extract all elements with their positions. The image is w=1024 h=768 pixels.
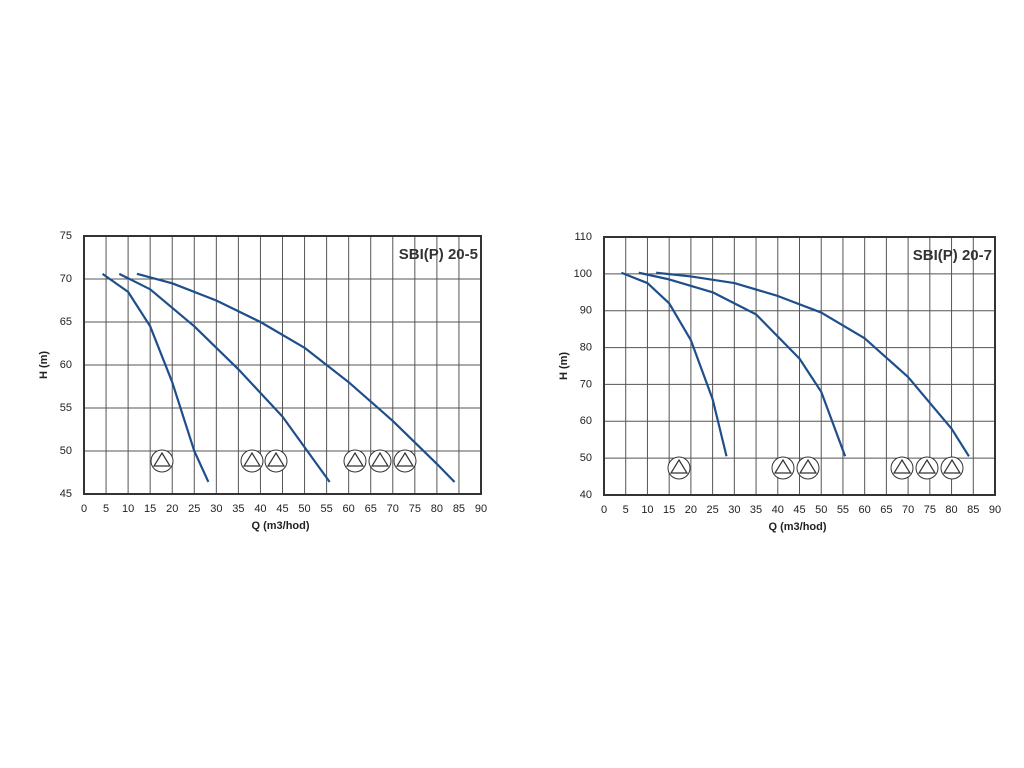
x-tick-label: 5 — [103, 503, 109, 515]
x-tick-label: 55 — [837, 504, 849, 516]
x-tick-label: 60 — [859, 504, 871, 516]
y-tick-label: 50 — [60, 445, 72, 457]
x-tick-label: 30 — [728, 504, 740, 516]
x-tick-label: 0 — [601, 504, 607, 516]
y-tick-label: 40 — [580, 489, 592, 501]
x-tick-label: 15 — [663, 504, 675, 516]
y-tick-label: 60 — [580, 415, 592, 427]
x-tick-label: 90 — [989, 504, 1001, 516]
x-tick-label: 50 — [815, 504, 827, 516]
curve — [101, 272, 210, 483]
y-tick-label: 60 — [60, 359, 72, 371]
x-tick-label: 10 — [641, 504, 653, 516]
x-tick-label: 40 — [772, 504, 784, 516]
x-axis-label: Q (m3/hod) — [768, 521, 826, 533]
curve — [620, 271, 728, 457]
x-tick-label: 40 — [254, 503, 266, 515]
x-tick-label: 5 — [623, 504, 629, 516]
x-tick-label: 20 — [166, 503, 178, 515]
y-axis-label: H (m) — [38, 351, 50, 379]
plot-frame — [603, 236, 996, 496]
pump-icons — [150, 449, 964, 480]
x-tick-label: 35 — [750, 504, 762, 516]
x-tick-label: 75 — [924, 504, 936, 516]
y-tick-label: 90 — [580, 305, 592, 317]
x-tick-label: 50 — [298, 503, 310, 515]
x-tick-label: 75 — [409, 503, 421, 515]
x-tick-label: 30 — [210, 503, 222, 515]
y-tick-label: 70 — [60, 273, 72, 285]
x-tick-label: 60 — [343, 503, 355, 515]
curve — [136, 272, 456, 483]
x-tick-label: 85 — [967, 504, 979, 516]
x-tick-label: 90 — [475, 503, 487, 515]
chart-title: SBI(P) 20-7 — [913, 247, 992, 264]
y-axis-label: H (m) — [558, 352, 570, 380]
x-tick-label: 80 — [945, 504, 957, 516]
x-tick-label: 25 — [188, 503, 200, 515]
x-tick-label: 20 — [685, 504, 697, 516]
x-axis-label: Q (m3/hod) — [251, 520, 309, 532]
x-tick-label: 45 — [276, 503, 288, 515]
y-tick-label: 45 — [60, 488, 72, 500]
x-tick-label: 70 — [387, 503, 399, 515]
plot-frame — [83, 235, 482, 495]
y-tick-label: 110 — [574, 231, 592, 243]
x-tick-label: 0 — [81, 503, 87, 515]
x-tick-label: 15 — [144, 503, 156, 515]
x-tick-label: 85 — [453, 503, 465, 515]
y-tick-label: 65 — [60, 316, 72, 328]
curve — [638, 271, 847, 457]
x-tick-label: 45 — [793, 504, 805, 516]
curve — [118, 272, 331, 483]
x-tick-label: 70 — [902, 504, 914, 516]
y-tick-label: 80 — [580, 341, 592, 353]
x-tick-label: 65 — [365, 503, 377, 515]
x-tick-label: 10 — [122, 503, 134, 515]
y-tick-label: 75 — [60, 230, 72, 242]
x-tick-label: 80 — [431, 503, 443, 515]
y-tick-label: 55 — [60, 402, 72, 414]
y-tick-label: 50 — [580, 452, 592, 464]
x-tick-label: 55 — [320, 503, 332, 515]
y-tick-label: 70 — [580, 378, 592, 390]
curve — [656, 271, 970, 457]
x-tick-label: 65 — [880, 504, 892, 516]
chart-title: SBI(P) 20-5 — [399, 246, 478, 263]
y-tick-label: 100 — [574, 268, 592, 280]
x-tick-label: 35 — [232, 503, 244, 515]
x-tick-label: 25 — [706, 504, 718, 516]
